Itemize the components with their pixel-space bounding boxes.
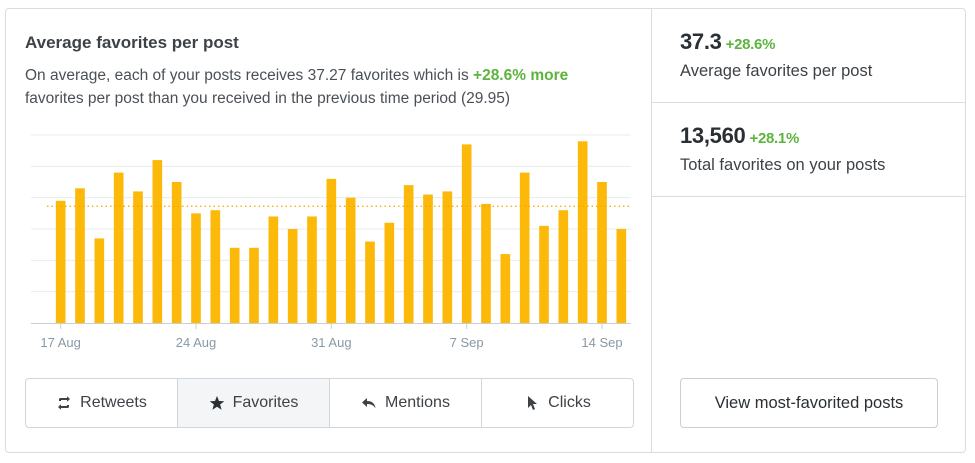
tab-mentions[interactable]: Mentions [330,379,482,427]
bar-6-sep[interactable] [442,191,453,323]
stat-label: Average favorites per post [680,62,873,80]
tab-label: Mentions [385,394,450,411]
stat-value: 37.3 [680,29,722,54]
star-icon [209,396,224,410]
bar-12-sep[interactable] [558,210,569,323]
x-tick-label: 7 Sep [450,335,484,350]
bar-17-aug[interactable] [55,200,66,323]
bar-10-sep[interactable] [519,172,530,323]
bar-13-sep[interactable] [577,141,588,323]
bar-4-sep[interactable] [403,185,414,323]
view-most-favorited-button[interactable]: View most-favorited posts [680,378,938,428]
bar-20-aug[interactable] [113,172,124,323]
x-tick-label: 17 Aug [40,335,81,350]
bar-24-aug[interactable] [191,213,201,323]
bar-8-sep[interactable] [481,203,491,323]
stat-value: 13,560 [680,123,746,148]
cursor-icon [528,396,538,410]
tab-retweets[interactable]: Retweets [26,379,178,427]
favorites-bar-chart: 17 Aug 24 Aug 31 Aug 7 Sep 14 Sep [31,134,631,350]
stat-change: +28.6% [725,36,776,53]
tab-clicks[interactable]: Clicks [482,379,633,427]
stat-value-row: 37.3 +28.6% [680,29,775,55]
favorites-card: Average favorites per post On average, e… [5,8,966,453]
bar-1-sep[interactable] [345,197,356,323]
bar-2-sep[interactable] [365,241,375,323]
stat-average-favorites: 37.3 +28.6% Average favorites per post [652,9,966,103]
retweet-icon [58,396,71,410]
tab-label: Clicks [548,394,591,411]
x-tick-label: 24 Aug [176,335,217,350]
chart-panel: Average favorites per post On average, e… [6,9,651,452]
bar-22-aug[interactable] [152,160,163,323]
bar-7-sep[interactable] [461,144,472,323]
tab-label: Retweets [80,394,147,411]
tab-favorites[interactable]: Favorites [178,379,330,427]
bar-9-sep[interactable] [500,254,511,323]
desc-highlight: +28.6% more [473,67,569,84]
bar-18-aug[interactable] [75,188,85,323]
bar-27-aug[interactable] [249,247,259,323]
tab-label: Favorites [232,394,299,411]
reply-icon [362,398,376,409]
bar-28-aug[interactable] [268,216,279,323]
stat-change: +28.1% [749,130,800,147]
desc-suffix: favorites per post than you received in … [25,90,511,107]
bar-15-sep[interactable] [616,229,627,323]
desc-prefix: On average, each of your posts receives … [25,67,474,84]
metric-tabs: Retweets Favorites Mentions Clicks [25,378,634,428]
bar-19-aug[interactable] [94,238,105,323]
bar-30-aug[interactable] [307,216,317,323]
bar-25-aug[interactable] [210,210,221,323]
bar-29-aug[interactable] [287,229,298,323]
panel-title: Average favorites per post [25,33,239,52]
panel-description: On average, each of your posts receives … [25,64,625,110]
bar-14-sep[interactable] [597,182,607,323]
x-tick-label: 14 Sep [581,335,622,350]
bar-11-sep[interactable] [539,225,549,323]
stat-value-row: 13,560 +28.1% [680,123,799,149]
stats-panel: 37.3 +28.6% Average favorites per post 13… [651,9,966,452]
bar-26-aug[interactable] [229,247,240,323]
bar-5-sep[interactable] [423,194,433,323]
bar-31-aug[interactable] [326,178,337,323]
bar-23-aug[interactable] [171,182,182,323]
bar-3-sep[interactable] [384,222,395,323]
stat-label: Total favorites on your posts [680,156,886,174]
bar-21-aug[interactable] [133,191,143,323]
stat-total-favorites: 13,560 +28.1% Total favorites on your pos… [652,103,966,197]
x-tick-label: 31 Aug [311,335,352,350]
